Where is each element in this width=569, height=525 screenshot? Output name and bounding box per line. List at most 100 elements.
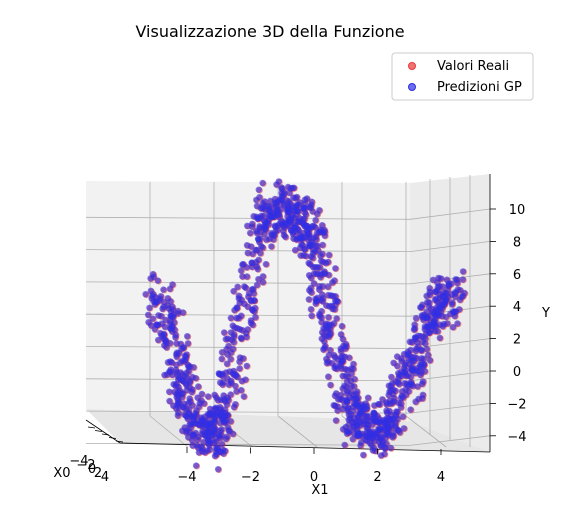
point-predizioni-gp [309,241,316,248]
point-predizioni-gp [162,316,169,324]
point-predizioni-gp [315,286,323,293]
point-predizioni-gp [300,252,307,259]
point-predizioni-gp [304,231,312,238]
point-predizioni-gp [229,322,236,329]
point-predizioni-gp [270,236,277,243]
point-predizioni-gp [365,428,373,436]
point-predizioni-gp [309,263,317,271]
point-predizioni-gp [250,213,257,220]
point-predizioni-gp [325,351,332,359]
point-predizioni-gp [255,215,262,222]
point-predizioni-gp [223,360,231,367]
x0-axis-label: X0 [53,466,70,481]
point-predizioni-gp [394,362,401,370]
point-predizioni-gp [331,402,339,409]
point-predizioni-gp [411,321,418,328]
point-predizioni-gp [192,374,199,382]
chart-title: Visualizzazione 3D della Funzione [135,22,404,41]
point-predizioni-gp [196,399,203,407]
point-predizioni-gp [243,242,251,249]
point-predizioni-gp [431,296,439,303]
point-predizioni-gp [383,407,390,414]
point-predizioni-gp [224,394,231,401]
point-predizioni-gp [146,304,153,311]
point-predizioni-gp [199,428,206,435]
point-predizioni-gp [188,388,195,396]
point-predizioni-gp [440,289,447,296]
point-predizioni-gp [168,323,175,330]
point-predizioni-gp [327,292,335,299]
point-predizioni-gp [166,388,173,395]
point-predizioni-gp [249,220,256,227]
point-predizioni-gp [262,226,269,233]
point-predizioni-gp [259,273,267,280]
point-predizioni-gp [142,291,149,298]
point-predizioni-gp [350,383,358,390]
point-predizioni-gp [190,364,197,371]
point-predizioni-gp [226,427,233,435]
point-predizioni-gp [327,330,334,337]
point-predizioni-gp [303,195,311,202]
point-predizioni-gp [174,412,181,419]
point-predizioni-gp [371,402,378,409]
point-predizioni-gp [417,371,424,379]
point-predizioni-gp [222,435,230,442]
point-predizioni-gp [422,335,429,342]
point-predizioni-gp [291,246,299,254]
x0-tick-label: −2 [76,458,95,473]
point-predizioni-gp [423,345,430,353]
point-predizioni-gp [309,246,317,253]
point-predizioni-gp [419,301,426,308]
grid-line-floor-x1 [277,415,318,448]
point-predizioni-gp [448,301,456,308]
point-predizioni-gp [379,437,386,445]
point-predizioni-gp [301,215,308,222]
point-predizioni-gp [268,230,275,237]
point-predizioni-gp [147,322,155,329]
point-predizioni-gp [144,311,152,318]
point-predizioni-gp [434,328,441,335]
point-predizioni-gp [175,392,182,399]
point-predizioni-gp [243,273,251,280]
point-predizioni-gp [305,259,312,267]
point-predizioni-gp [421,325,428,333]
point-predizioni-gp [461,289,468,297]
point-predizioni-gp [244,326,251,333]
point-predizioni-gp [213,394,220,401]
point-predizioni-gp [323,359,331,367]
point-predizioni-gp [154,277,161,284]
point-predizioni-gp [383,401,390,408]
point-predizioni-gp [345,416,352,423]
point-predizioni-gp [259,199,266,207]
point-predizioni-gp [183,429,190,436]
scatter-points [142,178,469,473]
point-predizioni-gp [419,313,426,321]
point-predizioni-gp [285,221,292,228]
y-tick-label: 2 [513,333,521,348]
point-predizioni-gp [217,371,224,378]
point-predizioni-gp [265,221,272,228]
x0-tick [94,430,103,432]
point-predizioni-gp [341,441,348,449]
point-predizioni-gp [353,403,361,410]
point-predizioni-gp [253,281,261,289]
point-predizioni-gp [167,366,174,373]
point-predizioni-gp [400,350,408,358]
point-predizioni-gp [232,401,239,408]
point-predizioni-gp [402,391,410,398]
point-predizioni-gp [254,265,261,273]
point-predizioni-gp [437,275,445,282]
point-predizioni-gp [306,203,313,211]
point-predizioni-gp [272,199,280,207]
point-predizioni-gp [216,379,224,386]
point-predizioni-gp [447,310,454,317]
point-predizioni-gp [454,320,461,327]
point-predizioni-gp [233,388,240,395]
x0-tick-label: 0 [88,462,96,477]
x1-tick-label: 4 [437,470,445,485]
point-predizioni-gp [293,236,300,243]
point-predizioni-gp [240,355,247,362]
point-predizioni-gp [271,222,278,229]
point-predizioni-gp [408,367,415,374]
y-tick-label: 4 [513,300,521,315]
